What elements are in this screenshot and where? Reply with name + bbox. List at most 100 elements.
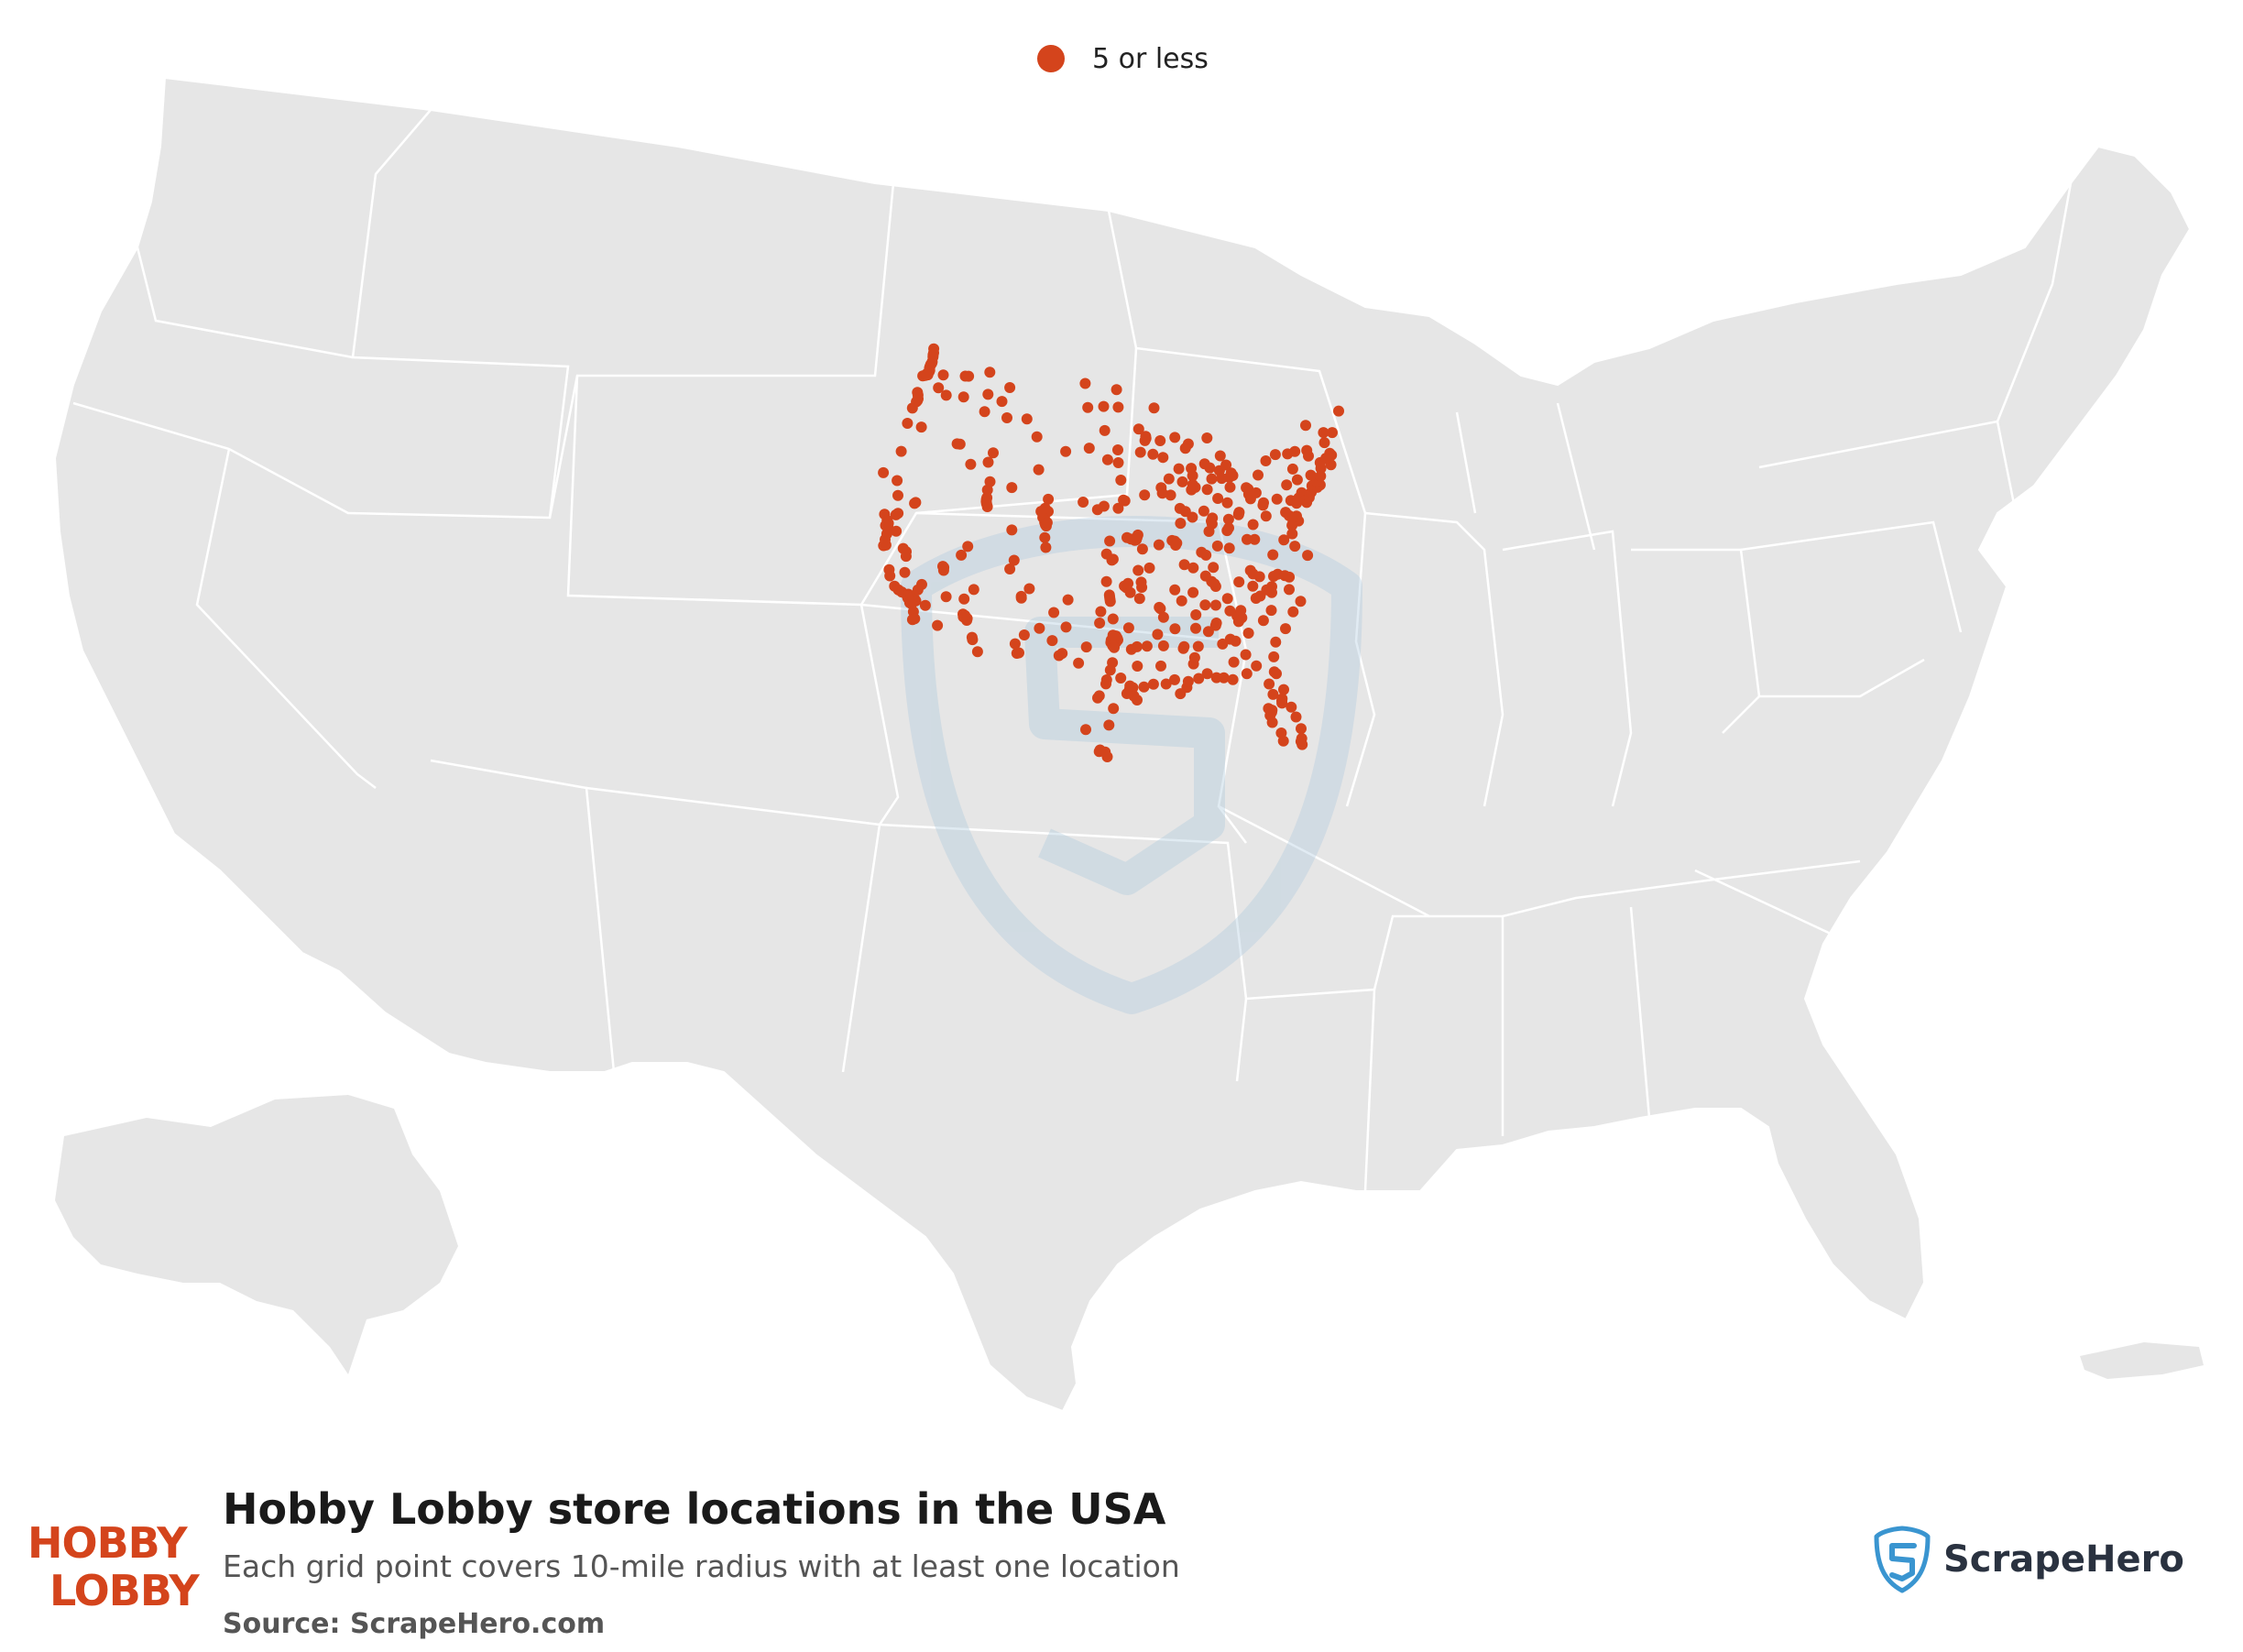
store-point xyxy=(1209,581,1221,592)
state-borders xyxy=(72,109,2073,1192)
store-point xyxy=(1009,638,1021,650)
store-point xyxy=(1182,675,1194,687)
store-point xyxy=(1023,583,1035,595)
store-point xyxy=(1021,413,1033,425)
store-point xyxy=(1112,457,1124,468)
store-point xyxy=(1046,635,1058,647)
store-point xyxy=(1247,580,1259,592)
store-point xyxy=(1136,543,1148,555)
store-point xyxy=(1040,542,1052,553)
store-point xyxy=(1048,607,1060,618)
store-point xyxy=(1266,717,1278,728)
store-point xyxy=(1247,568,1259,580)
store-point xyxy=(1035,506,1047,518)
store-point xyxy=(1176,476,1188,487)
store-point xyxy=(909,613,921,625)
store-point xyxy=(1124,586,1136,598)
store-point xyxy=(1221,593,1233,605)
store-point xyxy=(1201,668,1213,680)
store-point xyxy=(1224,481,1236,493)
store-point xyxy=(1257,615,1269,627)
store-point xyxy=(1265,605,1277,617)
store-point xyxy=(1018,629,1030,640)
land-shapes xyxy=(53,76,2204,1413)
store-point xyxy=(1286,463,1298,475)
store-point xyxy=(1187,586,1199,598)
store-point xyxy=(1199,599,1211,611)
shield-s-icon xyxy=(1874,1526,1931,1593)
store-point xyxy=(899,566,911,578)
store-point xyxy=(1178,559,1190,571)
store-point xyxy=(1260,455,1272,466)
store-point xyxy=(878,540,890,552)
store-point xyxy=(933,382,945,394)
store-point xyxy=(1264,678,1275,690)
store-point xyxy=(1083,443,1095,454)
store-point xyxy=(957,611,969,623)
store-point xyxy=(883,563,895,575)
store-point xyxy=(1277,735,1289,747)
store-point xyxy=(900,551,912,563)
store-point xyxy=(982,388,994,400)
store-point xyxy=(919,599,931,611)
store-point xyxy=(1152,629,1164,640)
store-point xyxy=(1175,518,1187,530)
store-point xyxy=(996,396,1008,408)
store-point xyxy=(1289,445,1301,457)
store-point xyxy=(1169,623,1181,635)
legend-label: 5 or less xyxy=(1092,42,1209,75)
store-point xyxy=(1222,513,1234,525)
store-point xyxy=(1301,444,1313,456)
store-point xyxy=(1214,450,1226,462)
store-point xyxy=(1240,649,1252,661)
scrapehero-brand: ScrapeHero xyxy=(1874,1526,2184,1593)
store-point xyxy=(1008,554,1020,566)
store-point xyxy=(1300,420,1311,432)
store-point xyxy=(1169,673,1180,685)
store-point xyxy=(1093,690,1105,702)
store-point xyxy=(984,476,996,487)
store-point xyxy=(1263,703,1275,715)
store-point xyxy=(1193,673,1205,684)
store-point xyxy=(1253,469,1264,481)
store-point xyxy=(1112,444,1123,455)
store-point xyxy=(1175,688,1187,700)
store-point xyxy=(1176,595,1187,607)
store-point xyxy=(1115,673,1127,684)
store-point xyxy=(1109,641,1120,653)
store-point xyxy=(1296,723,1307,735)
store-point xyxy=(1006,482,1018,494)
store-point xyxy=(1196,546,1208,558)
store-point xyxy=(1270,636,1282,648)
store-point xyxy=(1034,622,1045,634)
store-point xyxy=(1291,474,1303,486)
store-point xyxy=(1118,494,1130,506)
store-points xyxy=(878,343,1344,762)
store-point xyxy=(1101,454,1113,465)
store-point xyxy=(1223,542,1235,554)
store-point xyxy=(1138,681,1150,693)
store-point xyxy=(1278,684,1289,695)
store-point xyxy=(1295,596,1307,607)
store-point xyxy=(906,402,918,414)
usa-landmass xyxy=(53,76,2192,1413)
store-point xyxy=(892,489,903,501)
store-point xyxy=(1104,664,1116,676)
store-point xyxy=(1004,382,1016,393)
store-point xyxy=(1039,531,1051,543)
store-point xyxy=(891,525,903,537)
store-point xyxy=(1210,618,1222,629)
store-point xyxy=(1203,526,1215,537)
shield-s-watermark-icon xyxy=(901,516,1362,1014)
store-point xyxy=(1228,656,1240,668)
store-point xyxy=(1004,563,1016,574)
store-point xyxy=(1284,584,1295,596)
store-point xyxy=(1251,660,1263,672)
store-point xyxy=(1143,562,1155,574)
store-point xyxy=(1224,605,1236,617)
brand-name: ScrapeHero xyxy=(1943,1538,2184,1581)
store-point xyxy=(1124,680,1136,692)
source-link[interactable]: Source: ScrapeHero.com xyxy=(223,1608,606,1640)
store-point xyxy=(1187,562,1199,574)
store-point xyxy=(1170,540,1182,551)
